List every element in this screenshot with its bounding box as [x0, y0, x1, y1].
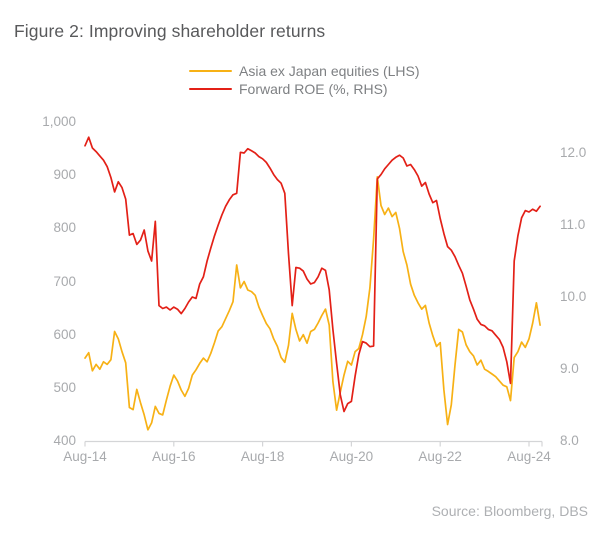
x-axis-label: Aug-22	[418, 449, 462, 464]
y-axis-right-label: 10.0	[560, 289, 587, 304]
yellow-line-swatch-icon	[189, 69, 232, 73]
y-axis-left-label: 700	[53, 273, 76, 289]
red-line-swatch-icon	[189, 87, 232, 91]
y-axis-right-label: 8.0	[560, 433, 579, 448]
x-axis-label: Aug-20	[329, 449, 374, 464]
x-axis-label: Aug-24	[507, 449, 551, 464]
y-axis-left-label: 600	[53, 326, 76, 342]
y-axis-left-label: 500	[53, 379, 76, 395]
legend-item-forward-roe: Forward ROE (%, RHS)	[189, 80, 420, 98]
legend-label: Asia ex Japan equities (LHS)	[239, 63, 420, 79]
y-axis-right-label: 11.0	[560, 217, 586, 232]
y-axis-right-label: 12.0	[560, 145, 587, 160]
y-axis-left-label: 400	[53, 433, 76, 448]
y-axis-right-label: 9.0	[560, 361, 579, 376]
y-axis-left-label: 800	[53, 220, 76, 236]
chart-legend: Asia ex Japan equities (LHS) Forward ROE…	[189, 62, 420, 98]
asia-ex-japan-line	[84, 175, 541, 431]
x-axis-label: Aug-18	[240, 449, 285, 464]
y-axis-left-label: 900	[53, 167, 76, 183]
source-note: Source: Bloomberg, DBS	[431, 503, 588, 519]
y-axis-left-label: 1,000	[42, 114, 76, 129]
legend-item-asia-ex-japan: Asia ex Japan equities (LHS)	[189, 62, 420, 80]
legend-label: Forward ROE (%, RHS)	[239, 81, 388, 97]
x-axis-label: Aug-16	[152, 449, 196, 464]
forward-roe-line	[84, 136, 541, 413]
figure-title: Figure 2: Improving shareholder returns	[14, 21, 326, 41]
x-axis-label: Aug-14	[63, 449, 107, 464]
